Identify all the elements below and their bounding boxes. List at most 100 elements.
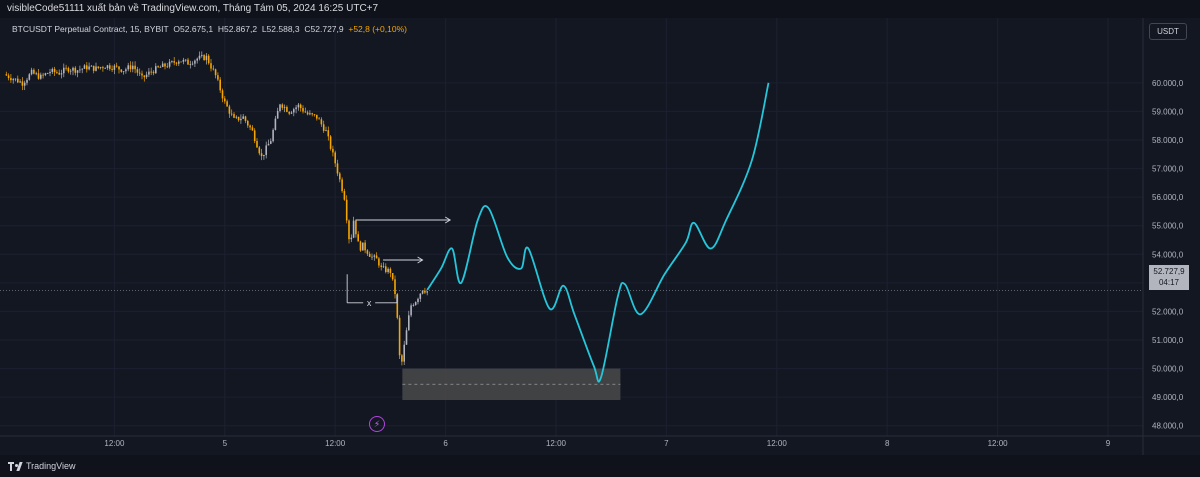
price-tick-label: 51.000,0	[1152, 336, 1184, 345]
time-tick-label: 12:00	[546, 439, 567, 448]
bar-countdown: 04:17	[1158, 278, 1180, 287]
bracket-x-label: x	[367, 298, 372, 308]
candle-body	[173, 61, 175, 63]
candle-body	[417, 298, 419, 303]
price-tick-label: 59.000,0	[1152, 107, 1184, 116]
candle-body	[134, 65, 136, 70]
candle-body	[99, 67, 102, 69]
tradingview-brand: TradingView	[26, 461, 76, 471]
ohlc-open: O52.675,1	[173, 24, 214, 34]
candle-body	[295, 107, 297, 110]
candle-body	[265, 145, 267, 155]
candle-body	[53, 68, 56, 73]
candle-body	[329, 136, 332, 149]
ohlc-close: C52.727,9	[304, 24, 344, 34]
time-tick-label: 7	[664, 439, 669, 448]
current-price-value: 52.727,9	[1153, 267, 1185, 276]
candle-body	[37, 73, 40, 79]
candle-body	[359, 241, 362, 251]
price-tick-label: 48.000,0	[1152, 422, 1184, 431]
candle-body	[46, 73, 49, 74]
tradingview-logo[interactable]: TradingView	[8, 461, 76, 471]
candle-body	[26, 79, 28, 83]
candle-body	[109, 65, 111, 69]
tradingview-mark-icon	[8, 461, 23, 471]
candle-body	[23, 82, 26, 86]
candle-body	[143, 75, 146, 78]
time-tick-label: 8	[885, 439, 890, 448]
candle-body	[42, 74, 44, 76]
candle-body	[366, 250, 369, 254]
candle-body	[341, 179, 343, 192]
lightning-icon[interactable]: ⚡	[369, 416, 385, 432]
candle-body	[355, 220, 357, 235]
candle-body	[419, 293, 422, 299]
candle-body	[387, 268, 389, 273]
candle-body	[286, 106, 288, 112]
candle-body	[313, 114, 316, 116]
candle-body	[63, 67, 65, 74]
published-by-text: visibleCode51111 xuất bản về TradingView…	[7, 3, 379, 14]
candle-body	[256, 140, 258, 148]
candle-body	[122, 71, 125, 73]
candle-body	[412, 305, 415, 306]
time-axis[interactable]: 12:00 5 12:00 6 12:00 7 12:00 8 12:00 9	[0, 435, 1200, 448]
candle-body	[309, 113, 311, 115]
candle-body	[327, 130, 330, 137]
candle-body	[33, 69, 35, 74]
candle-body	[60, 73, 63, 75]
candle-body	[205, 55, 208, 61]
candle-body	[235, 116, 238, 118]
candle-body	[343, 191, 346, 200]
candle-body	[219, 79, 221, 91]
candle-body	[184, 59, 187, 61]
candle-body	[242, 116, 244, 119]
candle-series	[5, 51, 428, 366]
candle-body	[253, 130, 256, 141]
projection-path	[426, 82, 770, 383]
candle-body	[350, 237, 353, 240]
candle-body	[155, 66, 157, 74]
demand-zone-layer	[402, 368, 621, 400]
candle-body	[279, 104, 281, 112]
candle-body	[159, 66, 162, 68]
candle-body	[217, 75, 219, 80]
symbol-legend[interactable]: BTCUSDT Perpetual Contract, 15, BYBIT O5…	[12, 24, 407, 34]
candle-body	[297, 104, 300, 108]
candle-body	[325, 130, 327, 131]
footer-bar: TradingView	[0, 455, 1200, 477]
time-tick-label: 6	[443, 439, 448, 448]
candle-body	[210, 63, 212, 69]
arrow-head	[444, 216, 452, 224]
candle-body	[311, 113, 313, 115]
candle-body	[226, 101, 228, 107]
candle-body	[69, 70, 72, 72]
candle-body	[247, 120, 249, 126]
price-axis[interactable]: 60.000,0 59.000,0 58.000,0 57.000,0 56.000,0…	[1142, 18, 1184, 455]
candle-body	[401, 355, 403, 362]
candle-body	[178, 61, 180, 64]
candle-body	[299, 104, 302, 109]
price-tick-label: 60.000,0	[1152, 79, 1184, 88]
candle-body	[58, 72, 60, 75]
candle-body	[426, 291, 428, 293]
candle-body	[371, 256, 373, 258]
candle-body	[187, 59, 189, 65]
candle-body	[40, 74, 42, 79]
publish-header: visibleCode51111 xuất bản về TradingView…	[0, 0, 1200, 18]
candle-body	[161, 63, 164, 67]
candle-body	[336, 163, 339, 174]
time-tick-label: 12:00	[988, 439, 1009, 448]
candle-body	[214, 69, 217, 76]
candle-body	[249, 125, 251, 128]
candle-body	[14, 78, 17, 80]
candle-body	[106, 65, 109, 68]
candle-body	[83, 65, 86, 69]
currency-button[interactable]: USDT	[1149, 23, 1187, 40]
time-tick-label: 9	[1106, 439, 1111, 448]
candle-body	[21, 81, 24, 86]
candle-body	[203, 55, 205, 61]
candle-body	[405, 330, 408, 345]
candle-body	[148, 71, 150, 75]
